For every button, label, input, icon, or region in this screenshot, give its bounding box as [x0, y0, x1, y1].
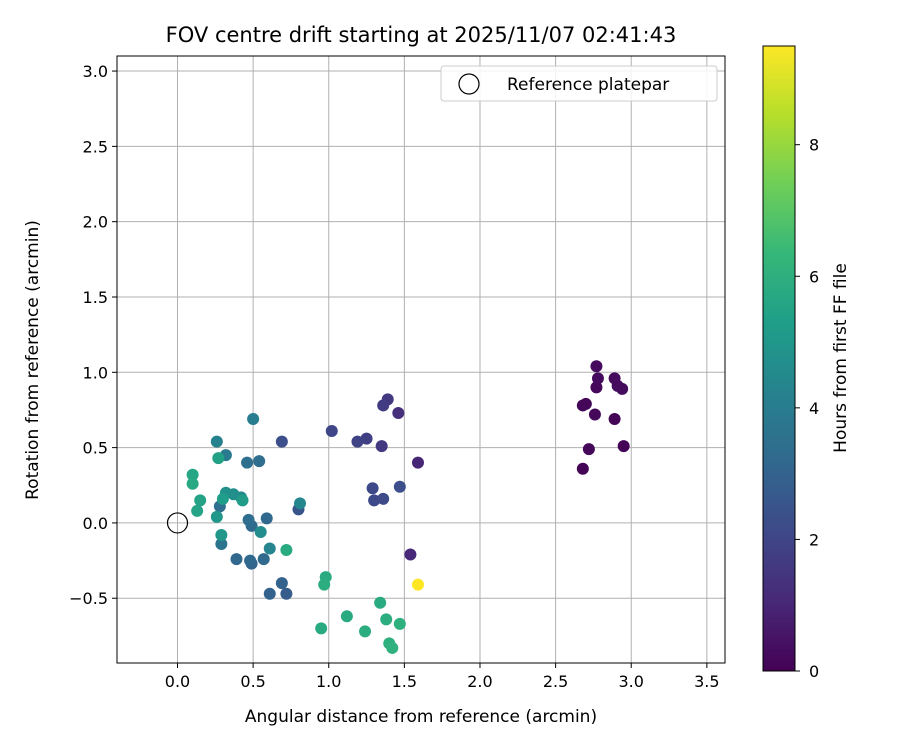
data-point: [617, 440, 630, 453]
data-point: [590, 381, 603, 394]
data-point: [194, 494, 207, 507]
y-tick-label: 2.0: [83, 213, 108, 232]
x-tick-label: 1.5: [392, 672, 417, 691]
data-point: [236, 494, 249, 507]
data-point: [616, 382, 629, 395]
data-point: [215, 538, 228, 551]
data-point: [263, 542, 276, 555]
data-point: [254, 525, 267, 538]
y-tick-label: −0.5: [69, 589, 108, 608]
legend-entry-reference-platepar: Reference platepar: [507, 75, 669, 95]
data-point: [588, 408, 601, 421]
data-point: [253, 455, 266, 468]
data-point: [280, 544, 293, 557]
data-point: [393, 617, 406, 630]
data-point: [230, 553, 243, 566]
data-point: [216, 492, 229, 505]
data-point: [360, 432, 373, 445]
x-axis-label: Angular distance from reference (arcmin): [245, 707, 597, 727]
x-tick-label: 2.5: [543, 672, 568, 691]
data-point: [318, 578, 331, 591]
x-tick-label: 2.0: [467, 672, 492, 691]
legend-box: [440, 65, 718, 102]
legend: Reference platepar: [440, 65, 718, 102]
colorbar-tick-label: 2: [809, 530, 819, 549]
data-point: [377, 492, 390, 505]
plot-frame: [116, 55, 726, 664]
data-point: [212, 452, 225, 465]
data-point: [582, 443, 595, 456]
legend-reference-marker: [458, 73, 480, 95]
data-point: [404, 548, 417, 561]
data-point: [368, 494, 381, 507]
data-point: [210, 435, 223, 448]
y-tick-label: 2.5: [83, 137, 108, 156]
data-point: [351, 435, 364, 448]
chart-title: FOV centre drift starting at 2025/11/07 …: [166, 23, 677, 47]
colorbar-tick-label: 4: [809, 399, 819, 418]
data-point: [366, 482, 379, 495]
data-point: [275, 577, 288, 590]
data-point: [280, 587, 293, 600]
data-point: [380, 613, 393, 626]
colorbar-ticks: 0 2 4 6 8: [795, 136, 819, 681]
x-tick-label: 0.5: [240, 672, 265, 691]
y-tick-label: 0.5: [83, 439, 108, 458]
data-point: [263, 587, 276, 600]
x-tick-label: 3.0: [619, 672, 644, 691]
data-point: [392, 406, 405, 419]
x-tick-label: 1.0: [316, 672, 341, 691]
data-point: [260, 512, 273, 525]
data-point: [242, 513, 255, 526]
colorbar-gradient: [763, 46, 795, 671]
data-point: [386, 641, 399, 654]
y-axis-ticks: −0.5 0.0 0.5 1.0 1.5 2.0 2.5 3.0: [69, 62, 117, 608]
scatter-points: [186, 360, 630, 654]
data-point: [215, 528, 228, 541]
data-point: [275, 435, 288, 448]
data-point: [210, 510, 223, 523]
data-point: [608, 412, 621, 425]
data-point: [294, 497, 307, 510]
data-point: [241, 456, 254, 469]
y-tick-label: 1.0: [83, 363, 108, 382]
data-point: [191, 504, 204, 517]
data-point: [315, 622, 328, 635]
data-point: [186, 477, 199, 490]
data-point: [244, 554, 257, 567]
data-point: [590, 360, 603, 373]
data-point: [257, 553, 270, 566]
data-point: [375, 440, 388, 453]
data-point: [591, 372, 604, 385]
data-point: [340, 610, 353, 623]
colorbar: 0 2 4 6 8 Hours from first FF file: [762, 45, 851, 681]
colorbar-label: Hours from first FF file: [831, 263, 851, 453]
colorbar-tick-label: 0: [809, 662, 819, 681]
colorbar-tick-label: 8: [809, 136, 819, 155]
data-point: [377, 399, 390, 412]
colorbar-tick-label: 6: [809, 267, 819, 286]
data-point: [186, 468, 199, 481]
data-point: [411, 456, 424, 469]
y-tick-label: 3.0: [83, 62, 108, 81]
data-point: [359, 625, 372, 638]
x-tick-label: 3.5: [694, 672, 719, 691]
data-point: [579, 397, 592, 410]
data-point: [325, 425, 338, 438]
data-point: [247, 412, 260, 425]
x-tick-label: 0.0: [165, 672, 190, 691]
data-point: [374, 596, 387, 609]
grid-lines: [117, 56, 725, 663]
data-point: [411, 578, 424, 591]
y-tick-label: 1.5: [83, 288, 108, 307]
x-axis-ticks: 0.0 0.5 1.0 1.5 2.0 2.5 3.0 3.5: [165, 663, 720, 691]
y-tick-label: 0.0: [83, 514, 108, 533]
y-axis-label: Rotation from reference (arcmin): [23, 220, 43, 500]
colorbar-frame: [762, 45, 796, 672]
data-point: [393, 480, 406, 493]
reference-platepar-marker: [166, 512, 189, 534]
data-point: [576, 462, 589, 475]
reference-marker-layer: [166, 512, 189, 534]
